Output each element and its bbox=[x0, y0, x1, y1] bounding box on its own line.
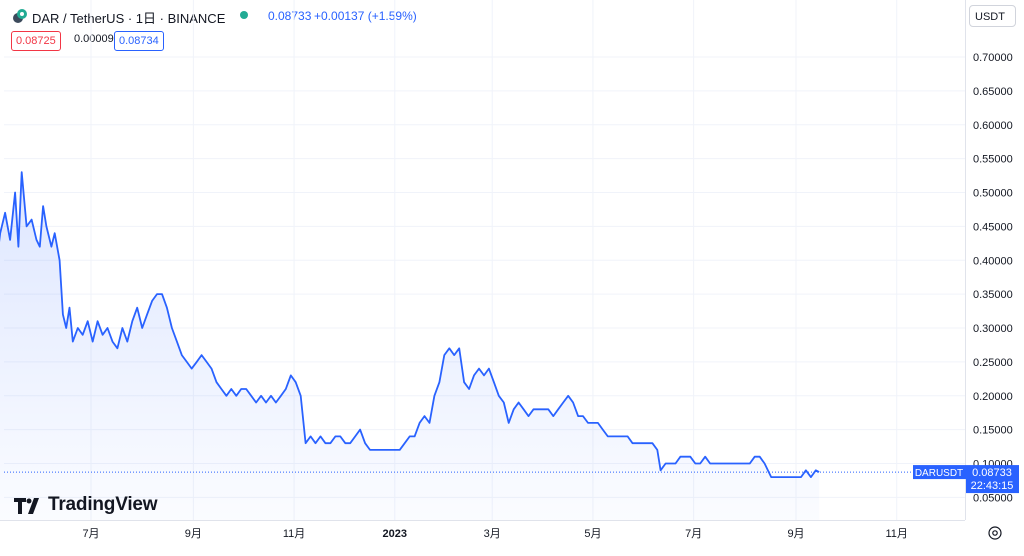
market-status-icon bbox=[240, 11, 248, 19]
y-tick-label: 0.55000 bbox=[973, 154, 1013, 166]
currency-select[interactable]: USDT bbox=[969, 5, 1016, 27]
y-tick-label: 0.60000 bbox=[973, 120, 1013, 132]
price-change: +0.00137 (+1.59%) bbox=[314, 9, 417, 23]
sell-price-button[interactable]: 0.08725 bbox=[11, 31, 61, 51]
y-tick-label: 0.65000 bbox=[973, 86, 1013, 98]
series-area bbox=[0, 172, 820, 520]
symbol-tag-label: DARUSDT bbox=[915, 468, 963, 479]
y-tick-label: 0.05000 bbox=[973, 492, 1013, 504]
series-line bbox=[0, 171, 820, 478]
y-tick-label: 0.20000 bbox=[973, 391, 1013, 403]
y-tick-label: 0.35000 bbox=[973, 289, 1013, 301]
y-tick-label: 0.25000 bbox=[973, 357, 1013, 369]
x-tick-label: 7月 bbox=[82, 528, 99, 540]
y-tick-label: 0.70000 bbox=[973, 52, 1013, 64]
x-tick-label: 11月 bbox=[283, 528, 305, 540]
symbol-title[interactable]: DAR / TetherUS · 1日 · BINANCE bbox=[32, 11, 226, 26]
last-price: 0.08733 bbox=[268, 9, 312, 23]
last-price-tag bbox=[966, 465, 1019, 494]
symbol-tag bbox=[913, 465, 966, 480]
x-tick-label: 9月 bbox=[185, 528, 202, 540]
spread-value: 0.00009 bbox=[74, 33, 114, 45]
y-tick-label: 0.45000 bbox=[973, 221, 1013, 233]
chart-header: DAR / TetherUS · 1日 · BINANCE 0.08733 +0… bbox=[0, 0, 965, 30]
dar-coin-icon bbox=[13, 9, 27, 23]
x-tick-label: 11月 bbox=[886, 528, 908, 540]
x-tick-label: 9月 bbox=[787, 528, 804, 540]
x-tick-label: 3月 bbox=[484, 528, 501, 540]
tradingview-wordmark: TradingView bbox=[48, 494, 158, 515]
y-tick-label: 0.50000 bbox=[973, 188, 1013, 200]
currency-label: USDT bbox=[975, 11, 1005, 23]
countdown-label: 22:43:15 bbox=[971, 480, 1014, 492]
gear-icon[interactable] bbox=[986, 524, 1004, 542]
last-price-tag-value: 0.08733 bbox=[972, 467, 1012, 479]
y-tick-label: 0.30000 bbox=[973, 323, 1013, 335]
x-tick-label: 7月 bbox=[685, 528, 702, 540]
tradingview-logo[interactable]: TradingView bbox=[14, 494, 164, 516]
y-tick-label: 0.15000 bbox=[973, 425, 1013, 437]
buy-price-button[interactable]: 0.08734 bbox=[114, 31, 164, 51]
tradingview-icon bbox=[14, 498, 39, 514]
y-tick-label: 0.40000 bbox=[973, 255, 1013, 267]
x-tick-label: 5月 bbox=[584, 528, 601, 540]
x-tick-label: 2023 bbox=[383, 528, 407, 540]
